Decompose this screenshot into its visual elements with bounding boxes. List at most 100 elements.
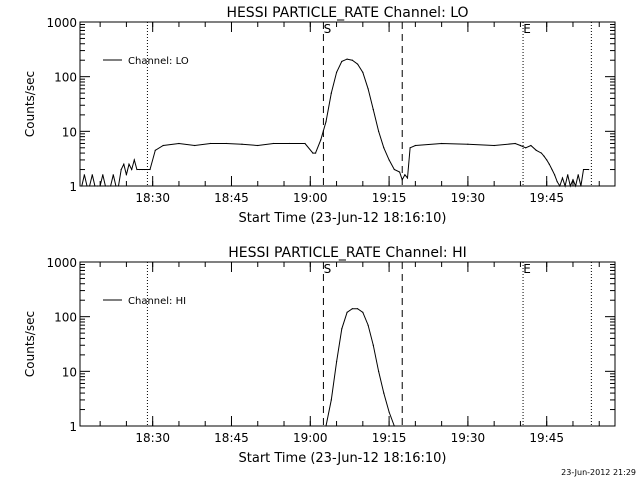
series-point	[372, 344, 374, 346]
series-point	[136, 168, 138, 171]
series-point	[91, 174, 93, 176]
series-point	[288, 142, 290, 145]
series-point	[149, 168, 151, 171]
series-point	[94, 185, 96, 187]
series-point	[320, 139, 322, 141]
series-point	[493, 144, 495, 147]
series-point	[398, 171, 401, 173]
series-point	[330, 92, 332, 94]
y-tick-label: 10	[62, 125, 77, 139]
footer-timestamp: 23-Jun-2012 21:29	[561, 468, 636, 477]
series-point	[556, 181, 558, 183]
series-point	[367, 88, 369, 90]
series-point	[131, 168, 133, 171]
x-tick-label: 18:30	[135, 431, 170, 445]
series-point	[572, 179, 574, 181]
series-point	[86, 185, 88, 187]
series-point	[120, 168, 122, 171]
series-point	[525, 147, 527, 149]
series-point	[546, 159, 548, 161]
series-point	[330, 399, 332, 401]
series-point	[548, 163, 550, 165]
series-line-channel-hi	[325, 308, 395, 427]
series-point	[356, 63, 359, 65]
y-tick-label: 1	[69, 180, 77, 194]
x-axis-label: Start Time (23-Jun-12 18:16:10)	[239, 211, 447, 226]
series-point	[530, 144, 532, 147]
x-tick-label: 19:45	[529, 191, 564, 205]
x-axis-label: Start Time (23-Jun-12 18:16:10)	[239, 451, 447, 466]
series-point	[582, 168, 585, 171]
x-tick-label: 19:00	[293, 431, 328, 445]
series-point	[588, 168, 590, 171]
series-point	[104, 185, 106, 187]
series-point	[514, 142, 516, 145]
series-point	[107, 185, 109, 187]
series-point	[272, 142, 275, 145]
chart-panel-1: HESSI PARTICLE_RATE Channel: HI Counts/se…	[23, 245, 616, 466]
y-tick-label: 100	[54, 311, 77, 325]
series-point	[178, 142, 180, 145]
series-point	[377, 370, 380, 372]
series-point	[112, 174, 114, 176]
x-tick-label: 18:30	[135, 191, 170, 205]
series-point	[225, 142, 227, 145]
marker-label-e: E	[523, 262, 531, 276]
legend-entry: Channel: LO	[128, 56, 189, 67]
series-point	[367, 324, 369, 326]
x-tick-label: 19:15	[372, 431, 407, 445]
series-point	[325, 121, 327, 123]
series-point	[341, 328, 343, 330]
x-tick-label: 18:45	[214, 191, 249, 205]
series-point	[372, 108, 374, 111]
series-point	[567, 174, 569, 176]
series-point	[441, 142, 443, 145]
series-point	[577, 174, 579, 176]
series-point	[241, 143, 243, 145]
x-tick-label: 19:30	[451, 191, 486, 205]
series-point	[580, 185, 582, 187]
series-point	[564, 185, 566, 187]
series-point	[335, 71, 338, 73]
marker-label-s: S	[324, 22, 332, 36]
series-point	[312, 152, 314, 154]
series-point	[569, 185, 571, 187]
series-point	[314, 152, 317, 154]
y-axis-label: Counts/sec	[23, 311, 37, 377]
series-point	[393, 425, 395, 427]
series-point	[467, 143, 469, 145]
series-point	[383, 147, 385, 149]
chart-panel-0: HESSI PARTICLE_RATE Channel: LO Counts/se…	[23, 5, 616, 226]
series-point	[102, 174, 104, 176]
y-tick-label: 10	[62, 365, 77, 379]
series-point	[115, 185, 117, 187]
series-point	[325, 425, 327, 427]
series-point	[125, 174, 128, 176]
series-point	[561, 177, 564, 179]
series-point	[401, 179, 403, 181]
series-point	[388, 159, 390, 161]
series-point	[335, 361, 338, 363]
series-point	[362, 71, 364, 73]
y-tick-label: 1000	[46, 16, 77, 30]
series-point	[356, 308, 359, 310]
chart-title: HESSI PARTICLE_RATE Channel: HI	[228, 245, 466, 261]
series-point	[162, 144, 164, 147]
series-point	[543, 155, 545, 157]
plot-frame	[79, 261, 616, 427]
plot-frame	[79, 21, 616, 187]
legend-entry: Channel: HI	[128, 296, 186, 307]
series-point	[128, 163, 130, 165]
x-tick-label: 19:15	[372, 191, 407, 205]
series-point	[351, 59, 353, 61]
y-tick-label: 1000	[46, 256, 77, 270]
series-point	[346, 58, 348, 60]
series-point	[257, 144, 259, 147]
x-tick-label: 19:45	[529, 431, 564, 445]
series-point	[540, 152, 543, 154]
series-point	[83, 174, 85, 176]
series-point	[144, 168, 146, 171]
marker-label-s: S	[324, 262, 332, 276]
series-line-channel-lo	[81, 58, 589, 188]
